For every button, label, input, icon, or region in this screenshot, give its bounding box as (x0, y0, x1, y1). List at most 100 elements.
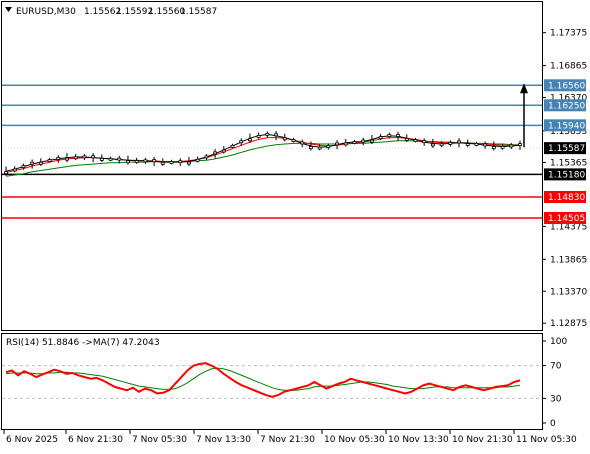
rsi-tick-label: 0 (550, 419, 556, 429)
candle-body (343, 142, 348, 146)
ohlc-low: 1.15560 (148, 7, 185, 17)
level-price-tag (544, 190, 586, 203)
candle-body (143, 159, 148, 163)
rsi-header: RSI(14) 51.8846 ->MA(7) 47.2043 (6, 338, 160, 348)
current-price-label: 1.15587 (548, 144, 585, 154)
candle-body (291, 139, 296, 142)
candle-body (178, 160, 183, 164)
candle-body (204, 155, 209, 159)
current-price-tag (544, 142, 586, 155)
candle-body (56, 157, 61, 160)
rsi-axis: 100 70 30 0 (2, 337, 567, 429)
time-tick-label: 10 Nov 13:30 (388, 435, 449, 445)
rsi-tick-label: 70 (550, 362, 562, 372)
candle-body (221, 149, 226, 153)
candle-body (239, 140, 244, 144)
ohlc-open: 1.15562 (84, 7, 121, 17)
time-axis: 6 Nov 2025 6 Nov 21:30 7 Nov 05:30 7 Nov 13… (3, 430, 577, 445)
menu-triangle-icon[interactable] (5, 7, 12, 12)
level-lines: 1.16560 1.16250 1.15940 1.15180 1.14830 1.145… (2, 79, 586, 224)
candle-body (326, 145, 331, 148)
price-tick-label: 1.15855 (550, 127, 587, 137)
level-price-label: 1.16250 (548, 101, 585, 111)
rsi-tick-label: 30 (550, 394, 562, 404)
candle-body (361, 139, 366, 143)
rsi-series-line (5, 367, 521, 391)
candle-body (187, 161, 191, 165)
price-axis: 1.17375 1.16865 1.16370 1.15855 1.15365 1.143… (542, 29, 587, 329)
rsi-series (5, 362, 521, 398)
level-price-tag (544, 79, 586, 92)
price-series-line (5, 140, 520, 177)
candle-body (491, 146, 496, 149)
candle-body (152, 159, 157, 163)
candle-body (248, 138, 252, 142)
level-price-tag (544, 119, 586, 132)
candle-body (465, 143, 470, 146)
candle-body (256, 134, 261, 138)
candle-body (65, 157, 69, 161)
price-tick-label: 1.12875 (550, 319, 587, 329)
ohlc-high: 1.15592 (116, 7, 153, 17)
candle-body (317, 146, 322, 150)
candle-body (108, 157, 113, 161)
candle-body (91, 155, 96, 159)
symbol-timeframe: EURUSD,M30 (16, 7, 76, 17)
ohlc-close: 1.15587 (180, 7, 217, 17)
candle-body (4, 171, 8, 175)
time-tick-label: 6 Nov 21:30 (68, 435, 123, 445)
candle-body (195, 158, 200, 162)
price-tick-label: 1.16370 (550, 94, 587, 104)
rsi-tick-label: 100 (550, 337, 567, 347)
candle-body (126, 160, 130, 164)
candle-body (274, 133, 278, 137)
price-panel-frame (1, 1, 543, 331)
candle-body (47, 159, 52, 162)
price-tick-label: 1.13370 (550, 287, 587, 297)
rsi-panel-frame (1, 333, 543, 430)
price-tick-label: 1.17375 (550, 29, 587, 39)
candle-body (448, 141, 453, 145)
candle-body (422, 140, 427, 144)
candle-body (474, 143, 479, 146)
price-tick-label: 1.13865 (550, 255, 587, 265)
price-series (4, 131, 522, 177)
time-tick-label: 7 Nov 05:30 (132, 435, 187, 445)
level-price-tag (544, 211, 586, 224)
candle-body (213, 151, 217, 155)
level-price-tag (544, 99, 586, 112)
candle-body (518, 143, 522, 146)
candle-body (335, 142, 339, 146)
level-price-label: 1.14505 (548, 214, 585, 224)
candle-body (439, 143, 444, 147)
level-price-label: 1.14830 (548, 193, 585, 203)
candle-body (378, 136, 383, 140)
time-tick-label: 10 Nov 05:30 (324, 435, 385, 445)
level-price-label: 1.15180 (548, 170, 585, 180)
candle-body (352, 141, 357, 144)
price-tick-label: 1.16865 (550, 62, 587, 72)
level-price-label: 1.15940 (548, 121, 585, 131)
candle-body (483, 143, 488, 147)
candle-body (230, 144, 235, 148)
candle-body (396, 134, 400, 137)
time-tick-label: 7 Nov 21:30 (260, 435, 315, 445)
candle-body (500, 145, 505, 149)
level-price-tag (544, 168, 586, 181)
time-tick-label: 10 Nov 21:30 (452, 435, 513, 445)
current-price-marker: 1.15587 (2, 142, 586, 155)
arrow-head-icon (520, 83, 528, 94)
rsi-series-line (5, 362, 521, 398)
time-tick-label: 11 Nov 05:30 (516, 435, 577, 445)
candle-body (169, 161, 174, 164)
candle-body (265, 132, 270, 136)
candle-body (430, 143, 435, 147)
candle-body (457, 140, 461, 144)
candle-body (300, 141, 305, 145)
candle-body (117, 157, 122, 161)
candle-body (309, 146, 313, 149)
price-tick-label: 1.15365 (550, 158, 587, 168)
candle-body (369, 139, 374, 143)
